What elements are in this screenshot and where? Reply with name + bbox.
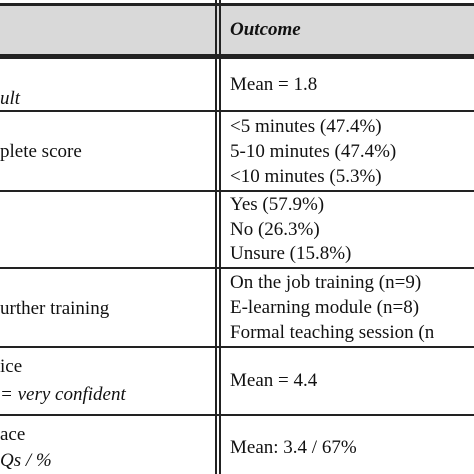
table-rule: [0, 346, 474, 348]
row-label: ice: [0, 356, 23, 377]
row-label: ace: [0, 424, 26, 445]
row-label: ult: [0, 88, 21, 109]
row-label: = very confident: [0, 384, 126, 405]
outcome-cell: Yes (57.9%): [230, 194, 325, 215]
table-rule: [0, 54, 474, 57]
table-rule: [0, 57, 474, 59]
outcome-cell: <10 minutes (5.3%): [230, 166, 382, 187]
table-rule: [0, 190, 474, 192]
column-header-outcome: Outcome: [230, 19, 301, 40]
row-label: urther training: [0, 298, 110, 319]
outcome-cell: Mean = 4.4: [230, 370, 318, 391]
row-label: Qs / %: [0, 450, 52, 471]
table-rule: [0, 267, 474, 269]
row-label: plete score: [0, 141, 82, 162]
column-divider: [215, 0, 217, 474]
table-rule: [0, 110, 474, 112]
table-header-row: [0, 4, 474, 56]
outcome-cell: <5 minutes (47.4%): [230, 116, 382, 137]
outcome-cell: No (26.3%): [230, 219, 320, 240]
outcome-cell: E-learning module (n=8): [230, 297, 420, 318]
outcome-cell: Unsure (15.8%): [230, 243, 352, 264]
column-divider: [219, 0, 221, 474]
outcome-cell: Mean = 1.8: [230, 74, 318, 95]
outcome-cell: Mean: 3.4 / 67%: [230, 437, 357, 458]
outcome-cell: 5-10 minutes (47.4%): [230, 141, 397, 162]
outcome-cell: On the job training (n=9): [230, 272, 422, 293]
table-rule: [0, 414, 474, 416]
outcome-cell: Formal teaching session (n: [230, 322, 435, 343]
table-rule: [0, 3, 474, 6]
